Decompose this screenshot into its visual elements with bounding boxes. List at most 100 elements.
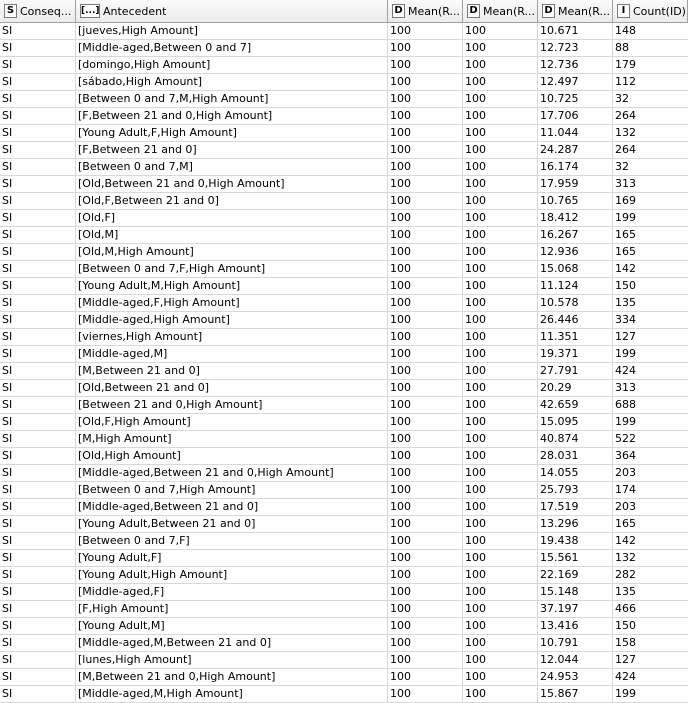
antecedent-cell: [viernes,High Amount]: [76, 329, 388, 345]
table-row[interactable]: SI [sábado,High Amount] 100 100 12.497 112: [0, 74, 688, 91]
column-header-consequent[interactable]: S Conseq...: [0, 0, 76, 22]
consequent-cell: SI: [0, 40, 76, 56]
table-row[interactable]: SI [domingo,High Amount] 100 100 12.736 179: [0, 57, 688, 74]
table-row[interactable]: SI [Middle-aged,F] 100 100 15.148 135: [0, 584, 688, 601]
mean-cell-2: 100: [463, 363, 538, 379]
consequent-cell: SI: [0, 108, 76, 124]
consequent-cell: SI: [0, 618, 76, 634]
table-row[interactable]: SI [Between 0 and 7,F,High Amount] 100 100 1…: [0, 261, 688, 278]
table-row[interactable]: SI [Between 0 and 7,High Amount] 100 100 25.…: [0, 482, 688, 499]
mean-cell-3: 14.055: [538, 465, 613, 481]
mean-cell-1: 100: [388, 414, 463, 430]
table-row[interactable]: SI [Between 0 and 7,M,High Amount] 100 100 1…: [0, 91, 688, 108]
mean-cell-3: 10.765: [538, 193, 613, 209]
mean-cell-1: 100: [388, 550, 463, 566]
table-row[interactable]: SI [Between 0 and 7,M] 100 100 16.174 32: [0, 159, 688, 176]
mean-cell-1: 100: [388, 108, 463, 124]
antecedent-cell: [Young Adult,M,High Amount]: [76, 278, 388, 294]
consequent-cell: SI: [0, 244, 76, 260]
count-cell: 179: [615, 58, 636, 71]
table-row[interactable]: SI [F,High Amount] 100 100 37.197 466: [0, 601, 688, 618]
table-row[interactable]: SI [M,High Amount] 100 100 40.874 522: [0, 431, 688, 448]
table-row[interactable]: SI [Between 0 and 7,F] 100 100 19.438 142: [0, 533, 688, 550]
table-row[interactable]: SI [Middle-aged,M,High Amount] 100 100 15.86…: [0, 686, 688, 703]
count-cell: 313: [615, 177, 636, 190]
table-row[interactable]: SI [Middle-aged,Between 0 and 7] 100 100 12.…: [0, 40, 688, 57]
table-row[interactable]: SI [Old,M,High Amount] 100 100 12.936 165: [0, 244, 688, 261]
consequent-cell: SI: [0, 278, 76, 294]
mean-cell-1: 100: [388, 669, 463, 685]
count-cell: 132: [615, 551, 636, 564]
consequent-cell: SI: [0, 363, 76, 379]
table-row[interactable]: SI [Old,F,High Amount] 100 100 15.095 199: [0, 414, 688, 431]
count-cell: 127: [615, 330, 636, 343]
count-cell: 264: [615, 109, 636, 122]
mean-cell-1: 100: [388, 312, 463, 328]
antecedent-cell: [Middle-aged,M,Between 21 and 0]: [76, 635, 388, 651]
integer-type-icon: I: [617, 4, 630, 18]
mean-cell-1: 100: [388, 499, 463, 515]
table-row[interactable]: SI [Old,High Amount] 100 100 28.031 364: [0, 448, 688, 465]
antecedent-cell: [Young Adult,Between 21 and 0]: [76, 516, 388, 532]
antecedent-cell: [Middle-aged,High Amount]: [76, 312, 388, 328]
antecedent-cell: [Middle-aged,M]: [76, 346, 388, 362]
table-row[interactable]: SI [Young Adult,F] 100 100 15.561 132: [0, 550, 688, 567]
mean-cell-3: 15.867: [538, 686, 613, 702]
table-row[interactable]: SI [Middle-aged,M] 100 100 19.371 199: [0, 346, 688, 363]
table-row[interactable]: SI [Middle-aged,Between 21 and 0,High Amo…: [0, 465, 688, 482]
column-header-antecedent[interactable]: [...] Antecedent: [76, 0, 388, 22]
mean-cell-2: 100: [463, 448, 538, 464]
mean-cell-2: 100: [463, 312, 538, 328]
antecedent-cell: [F,High Amount]: [76, 601, 388, 617]
table-row[interactable]: SI [Young Adult,F,High Amount] 100 100 11.04…: [0, 125, 688, 142]
table-row[interactable]: SI [F,Between 21 and 0] 100 100 24.287 264: [0, 142, 688, 159]
count-cell: 169: [615, 194, 636, 207]
mean-cell-3: 16.174: [538, 159, 613, 175]
mean-cell-2: 100: [463, 516, 538, 532]
table-row[interactable]: SI [lunes,High Amount] 100 100 12.044 127: [0, 652, 688, 669]
consequent-cell: SI: [0, 125, 76, 141]
column-header-label: Antecedent: [103, 4, 167, 18]
table-row[interactable]: SI [Between 21 and 0,High Amount] 100 100 42…: [0, 397, 688, 414]
table-row[interactable]: SI [M,Between 21 and 0,High Amount] 100 100…: [0, 669, 688, 686]
table-row[interactable]: SI [Young Adult,M] 100 100 13.416 150: [0, 618, 688, 635]
column-header-mean-3[interactable]: D Mean(R...: [538, 0, 613, 22]
mean-cell-2: 100: [463, 227, 538, 243]
mean-cell-1: 100: [388, 516, 463, 532]
table-row[interactable]: SI [Middle-aged,Between 21 and 0] 100 100 17…: [0, 499, 688, 516]
table-row[interactable]: SI [Middle-aged,High Amount] 100 100 26.446 3…: [0, 312, 688, 329]
table-row[interactable]: SI [Old,Between 21 and 0,High Amount] 100 1…: [0, 176, 688, 193]
mean-cell-2: 100: [463, 108, 538, 124]
table-row[interactable]: SI [Middle-aged,M,Between 21 and 0] 100 100…: [0, 635, 688, 652]
antecedent-cell: [M,Between 21 and 0]: [76, 363, 388, 379]
table-row[interactable]: SI [Young Adult,Between 21 and 0] 100 100 13…: [0, 516, 688, 533]
mean-cell-3: 15.068: [538, 261, 613, 277]
column-header-count[interactable]: I Count(ID): [613, 0, 688, 22]
table-row[interactable]: SI [viernes,High Amount] 100 100 11.351 127: [0, 329, 688, 346]
count-cell: 150: [615, 279, 636, 292]
table-row[interactable]: SI [Old,Between 21 and 0] 100 100 20.29 313: [0, 380, 688, 397]
column-header-label: Mean(R...: [408, 4, 461, 18]
table-row[interactable]: SI [Young Adult,High Amount] 100 100 22.169 2…: [0, 567, 688, 584]
column-header-mean-1[interactable]: D Mean(R...: [388, 0, 463, 22]
table-row[interactable]: SI [Middle-aged,F,High Amount] 100 100 10.57…: [0, 295, 688, 312]
mean-cell-1: 100: [388, 176, 463, 192]
table-row[interactable]: SI [Old,F] 100 100 18.412 199: [0, 210, 688, 227]
table-row[interactable]: SI [F,Between 21 and 0,High Amount] 100 100…: [0, 108, 688, 125]
mean-cell-3: 19.438: [538, 533, 613, 549]
mean-cell-3: 15.095: [538, 414, 613, 430]
consequent-cell: SI: [0, 499, 76, 515]
mean-cell-2: 100: [463, 125, 538, 141]
consequent-cell: SI: [0, 23, 76, 39]
table-row[interactable]: SI [Young Adult,M,High Amount] 100 100 11.12…: [0, 278, 688, 295]
table-row[interactable]: SI [jueves,High Amount] 100 100 10.671 148: [0, 23, 688, 40]
column-header-mean-2[interactable]: D Mean(R...: [463, 0, 538, 22]
consequent-cell: SI: [0, 295, 76, 311]
antecedent-cell: [Middle-aged,F]: [76, 584, 388, 600]
mean-cell-3: 22.169: [538, 567, 613, 583]
mean-cell-3: 17.706: [538, 108, 613, 124]
table-row[interactable]: SI [M,Between 21 and 0] 100 100 27.791 424: [0, 363, 688, 380]
table-row[interactable]: SI [Old,F,Between 21 and 0] 100 100 10.765 16…: [0, 193, 688, 210]
table-row[interactable]: SI [Old,M] 100 100 16.267 165: [0, 227, 688, 244]
consequent-cell: SI: [0, 329, 76, 345]
